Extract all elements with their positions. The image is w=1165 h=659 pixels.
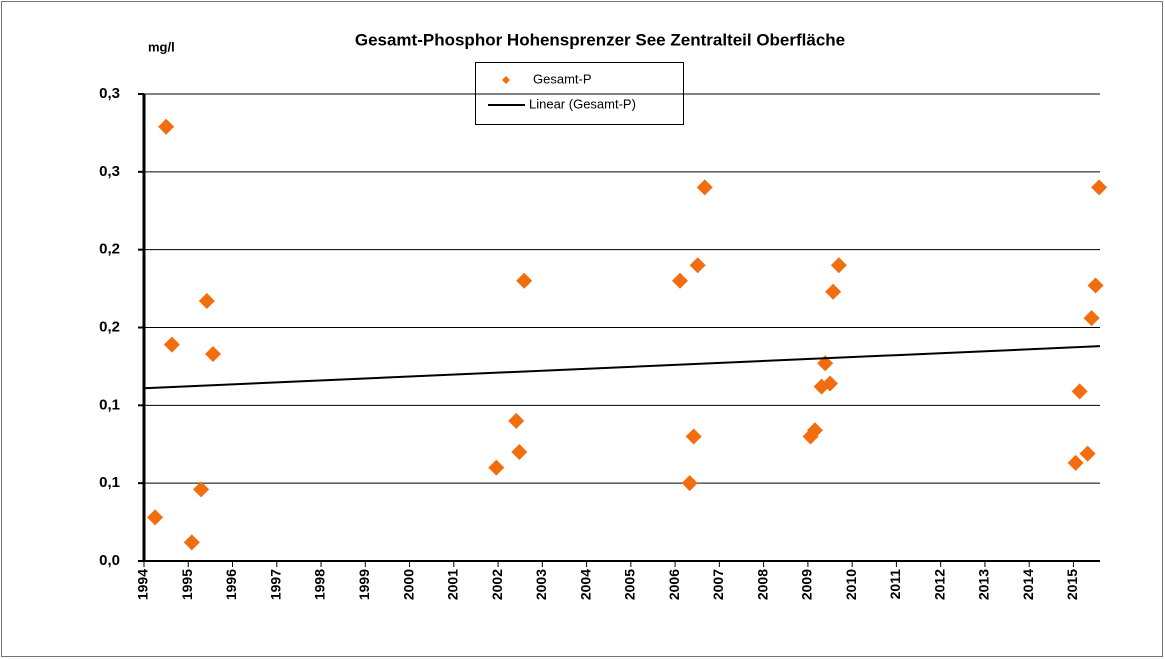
data-point [193, 481, 210, 498]
data-point [822, 375, 839, 392]
data-point [198, 293, 215, 310]
data-point [1067, 454, 1084, 471]
data-point [696, 179, 713, 196]
data-point [147, 509, 164, 526]
y-tick-label: 0,0 [99, 552, 120, 569]
legend-label: Gesamt-P [533, 71, 592, 86]
y-tick-label: 0,2 [99, 318, 120, 335]
data-point [830, 257, 847, 274]
x-tick-label: 1997 [267, 569, 283, 600]
data-point [1071, 383, 1088, 400]
y-tick-label: 0,3 [99, 163, 120, 180]
x-tick-label: 2003 [533, 569, 549, 600]
y-axis-label: mg/l [148, 39, 175, 54]
x-tick-label: 2010 [843, 569, 859, 600]
x-tick-label: 1994 [135, 569, 151, 600]
x-tick-label: 1996 [223, 569, 239, 600]
data-point [681, 475, 698, 492]
data-point [1087, 277, 1104, 294]
data-point [1091, 179, 1108, 196]
x-tick-label: 2007 [710, 569, 726, 600]
legend-label: Linear (Gesamt-P) [529, 96, 636, 111]
x-tick-label: 2006 [666, 569, 682, 600]
x-tick-label: 1998 [312, 569, 328, 600]
data-point [183, 534, 200, 551]
y-tick-label: 0,1 [99, 474, 120, 491]
data-point [825, 283, 842, 300]
x-tick-label: 2001 [445, 569, 461, 600]
data-point [488, 459, 505, 476]
data-point [685, 428, 702, 445]
data-point [1079, 445, 1096, 462]
y-tick-label: 0,2 [99, 241, 120, 258]
x-tick-label: 2004 [577, 569, 593, 600]
data-point [163, 336, 180, 353]
x-tick-label: 2008 [754, 569, 770, 600]
trend-line [143, 345, 1101, 390]
x-tick-label: 2009 [799, 569, 815, 600]
x-tick-label: 2002 [489, 569, 505, 600]
x-tick-label: 2005 [622, 569, 638, 600]
x-tick-label: 1995 [179, 569, 195, 600]
chart-title: Gesamt-Phosphor Hohensprenzer See Zentra… [355, 30, 845, 49]
x-tick-label: 2011 [887, 569, 903, 600]
x-tick-label: 2013 [976, 569, 992, 600]
y-tick-label: 0,1 [99, 396, 120, 413]
data-point [158, 118, 175, 135]
data-point [508, 412, 525, 429]
data-point [511, 444, 528, 461]
data-point [671, 272, 688, 289]
x-tick-label: 1999 [356, 569, 372, 600]
x-tick-label: 2015 [1064, 569, 1080, 600]
x-tick-label: 2000 [400, 569, 416, 600]
data-point [516, 272, 533, 289]
x-tick-label: 2012 [931, 569, 947, 600]
data-point [689, 257, 706, 274]
legend-marker [502, 76, 510, 84]
x-tick-label: 2014 [1020, 569, 1036, 600]
y-tick-label: 0,3 [99, 85, 120, 102]
data-point [1083, 310, 1100, 327]
data-point [806, 422, 823, 439]
data-point [205, 345, 222, 362]
